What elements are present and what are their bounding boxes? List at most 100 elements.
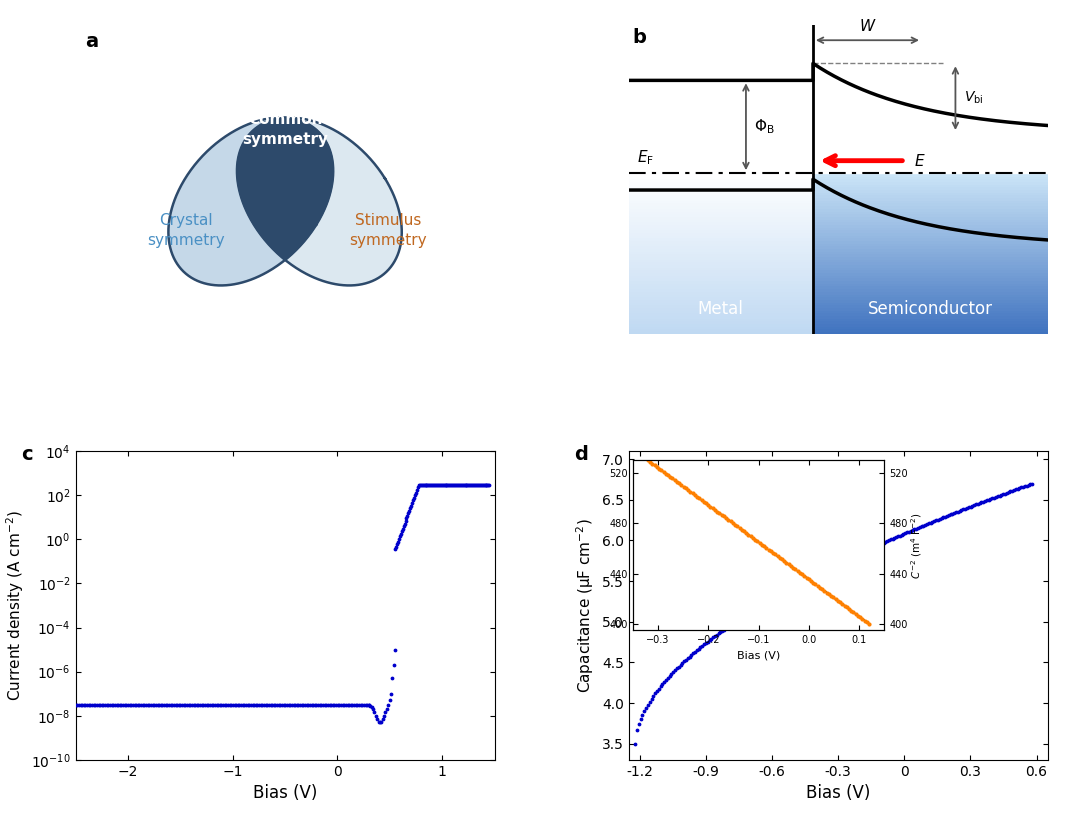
Polygon shape <box>629 331 813 334</box>
Point <box>228 699 245 712</box>
Point <box>83 699 100 712</box>
Point <box>631 718 648 731</box>
Point <box>397 512 415 525</box>
Point <box>392 527 409 540</box>
Polygon shape <box>813 272 1048 275</box>
Point <box>248 699 266 712</box>
Polygon shape <box>629 323 813 325</box>
Point <box>989 490 1007 503</box>
Point <box>744 604 761 617</box>
Polygon shape <box>813 213 1048 216</box>
Point <box>164 699 181 712</box>
Point <box>1003 484 1021 497</box>
Point <box>421 478 438 491</box>
Point <box>302 699 320 712</box>
Point <box>455 478 472 491</box>
Point <box>755 597 772 610</box>
Point <box>111 699 129 712</box>
Point <box>998 487 1015 500</box>
Point <box>264 699 281 712</box>
Point <box>923 515 941 529</box>
Point <box>130 699 147 712</box>
Point <box>379 699 396 712</box>
Point <box>241 699 258 712</box>
Point <box>475 478 492 491</box>
Point <box>222 699 240 712</box>
Point <box>152 699 170 712</box>
Polygon shape <box>813 325 1048 328</box>
Point <box>242 699 259 712</box>
Point <box>899 526 916 539</box>
Polygon shape <box>629 243 813 245</box>
Point <box>663 667 680 681</box>
Point <box>229 699 246 712</box>
Polygon shape <box>813 312 1048 315</box>
Point <box>783 582 800 595</box>
Point <box>463 478 481 491</box>
Point <box>167 699 185 712</box>
Text: $W$: $W$ <box>859 18 876 34</box>
Point <box>901 525 918 539</box>
Point <box>396 517 414 530</box>
Point <box>459 478 476 491</box>
Point <box>920 517 937 530</box>
Polygon shape <box>813 216 1048 219</box>
Point <box>669 662 686 675</box>
Point <box>802 571 820 584</box>
Point <box>476 478 494 491</box>
Polygon shape <box>629 301 813 304</box>
Point <box>157 699 174 712</box>
Point <box>247 699 265 712</box>
Point <box>692 641 710 654</box>
Polygon shape <box>813 323 1048 325</box>
Point <box>426 478 443 491</box>
Point <box>636 705 653 718</box>
Point <box>435 478 453 491</box>
Polygon shape <box>813 254 1048 256</box>
Point <box>127 699 145 712</box>
Point <box>288 699 306 712</box>
Point <box>336 699 353 712</box>
Point <box>730 613 747 626</box>
Point <box>902 525 919 538</box>
Point <box>146 699 163 712</box>
Point <box>957 502 974 515</box>
Point <box>895 527 913 540</box>
Point <box>926 515 943 528</box>
Point <box>390 533 407 546</box>
Point <box>786 580 804 593</box>
Point <box>703 632 720 645</box>
Point <box>144 699 161 712</box>
Point <box>171 699 188 712</box>
Point <box>438 478 456 491</box>
Point <box>298 699 315 712</box>
Point <box>842 551 860 564</box>
Point <box>153 699 171 712</box>
Point <box>416 478 433 491</box>
Point <box>394 522 411 535</box>
Point <box>642 695 659 708</box>
Point <box>795 575 812 588</box>
Point <box>997 487 1014 500</box>
Point <box>201 699 218 712</box>
Polygon shape <box>629 269 813 272</box>
Point <box>805 570 822 583</box>
Polygon shape <box>813 304 1048 307</box>
Point <box>361 699 378 712</box>
Point <box>480 478 497 491</box>
Point <box>626 737 644 750</box>
Point <box>429 478 446 491</box>
Point <box>450 478 468 491</box>
Polygon shape <box>629 202 813 205</box>
Point <box>407 486 424 499</box>
Polygon shape <box>813 224 1048 226</box>
Point <box>399 510 416 523</box>
Polygon shape <box>813 267 1048 269</box>
Point <box>862 542 879 555</box>
Point <box>134 699 151 712</box>
Point <box>750 601 767 614</box>
Point <box>387 543 404 556</box>
Text: $E_{\mathrm{F}}$: $E_{\mathrm{F}}$ <box>637 148 654 167</box>
Point <box>408 483 426 496</box>
Text: Stimulus
symmetry: Stimulus symmetry <box>349 213 427 248</box>
